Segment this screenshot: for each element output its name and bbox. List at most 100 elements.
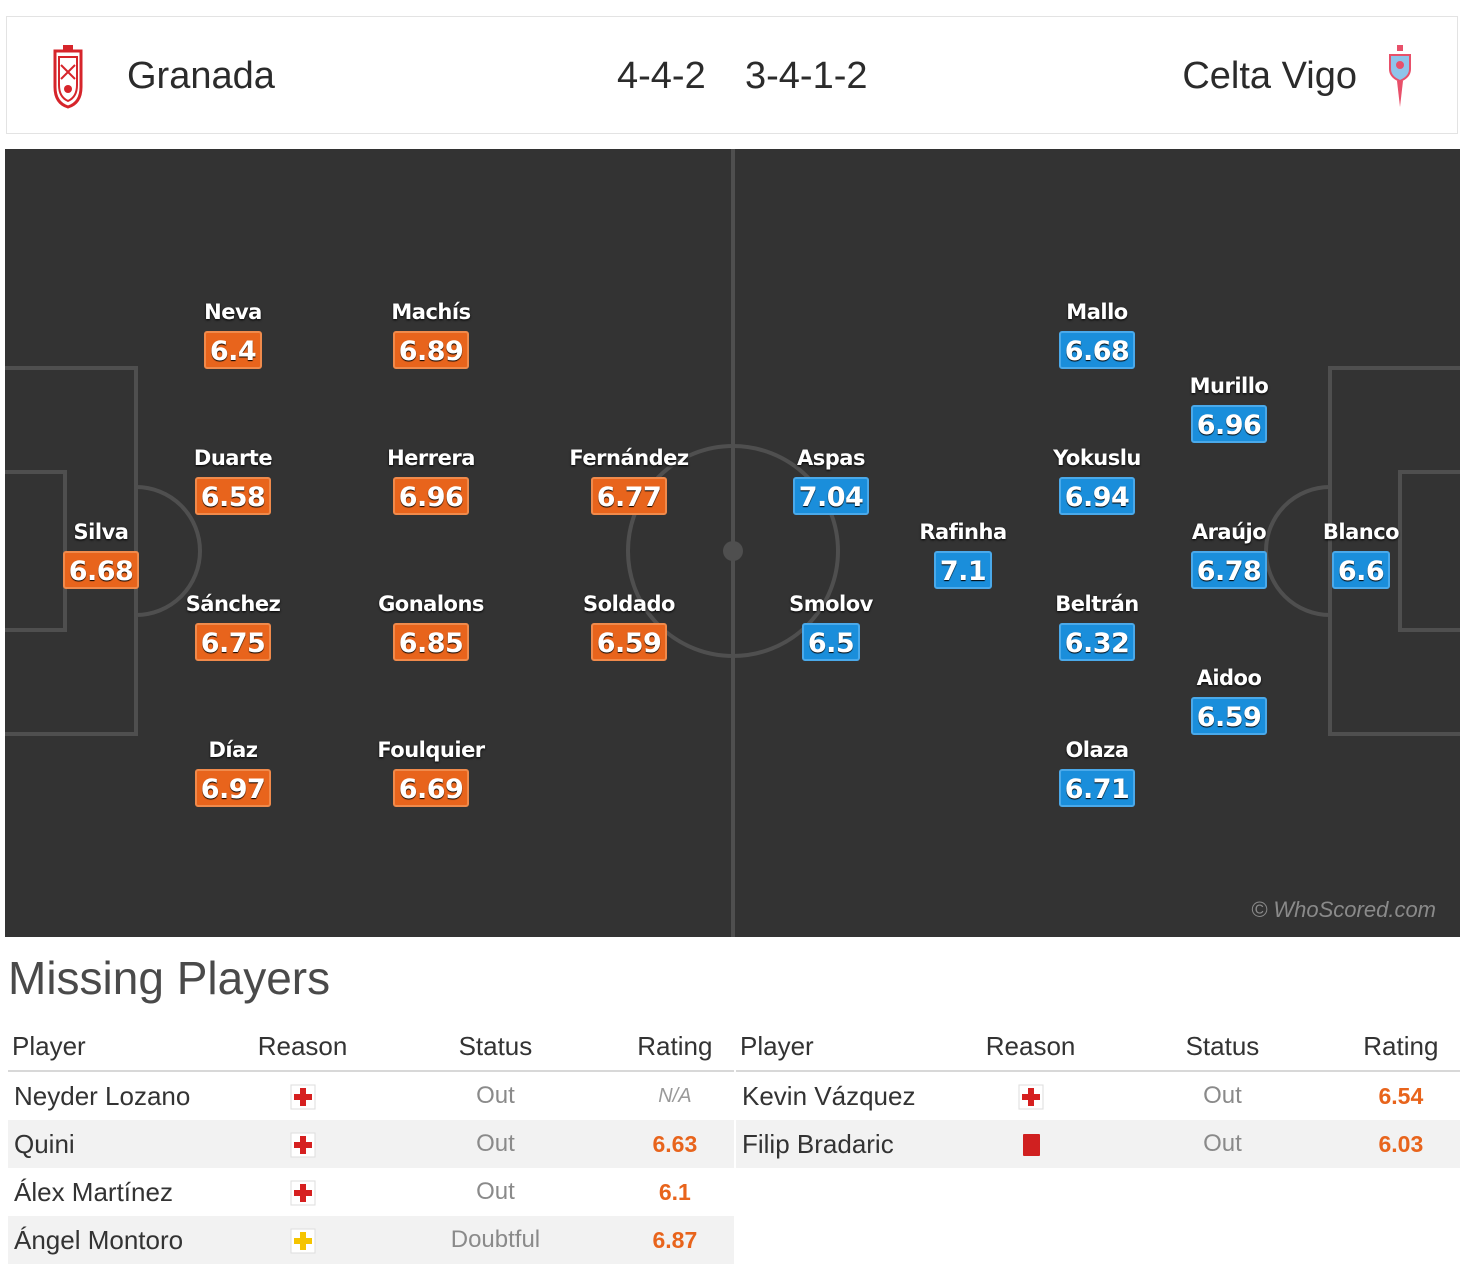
player-rating-badge: 7.1 bbox=[933, 551, 993, 589]
rating-cell: N/A bbox=[658, 1084, 692, 1107]
player-marker[interactable]: Beltrán 6.32 bbox=[1027, 591, 1167, 661]
player-marker[interactable]: Murillo 6.96 bbox=[1159, 373, 1299, 443]
player-marker[interactable]: Gonalons 6.85 bbox=[361, 591, 501, 661]
status-cell: Out bbox=[1103, 1120, 1342, 1168]
player-marker[interactable]: Yokuslu 6.94 bbox=[1027, 445, 1167, 515]
player-name: Blanco bbox=[1322, 520, 1400, 544]
missing-player-name[interactable]: Quini bbox=[8, 1120, 230, 1168]
reason-cell bbox=[230, 1071, 375, 1120]
player-rating-badge: 6.75 bbox=[194, 623, 272, 661]
celta-vigo-crest-icon bbox=[1389, 45, 1411, 107]
player-rating-badge: 7.04 bbox=[792, 477, 870, 515]
column-header-player: Player bbox=[8, 1022, 230, 1072]
missing-player-name[interactable]: Kevin Vázquez bbox=[742, 1080, 916, 1111]
player-name: Olaza bbox=[1065, 738, 1129, 762]
away-team-name[interactable]: Celta Vigo bbox=[1182, 55, 1357, 97]
granada-crest-icon bbox=[53, 45, 83, 109]
player-marker[interactable]: Mallo 6.68 bbox=[1027, 299, 1167, 369]
table-row: Ángel Montoro Doubtful 6.87 bbox=[8, 1216, 734, 1264]
reason-cell bbox=[229, 1216, 376, 1264]
player-rating-badge: 6.59 bbox=[1190, 697, 1268, 735]
player-marker[interactable]: Smolov 6.5 bbox=[761, 591, 901, 661]
rating-cell: 6.1 bbox=[658, 1178, 691, 1205]
missing-player-name[interactable]: Filip Bradaric bbox=[736, 1120, 958, 1168]
player-rating-badge: 6.6 bbox=[1331, 551, 1391, 589]
column-header-player: Player bbox=[736, 1022, 958, 1072]
player-rating-badge: 6.94 bbox=[1058, 477, 1136, 515]
red-card-icon bbox=[1018, 1132, 1044, 1158]
home-formation: 4-4-2 bbox=[617, 55, 706, 97]
player-rating-badge: 6.69 bbox=[392, 769, 470, 807]
column-header-rating: Rating bbox=[615, 1022, 734, 1072]
missing-player-name[interactable]: Álex Martínez bbox=[14, 1176, 173, 1207]
status-cell: Out bbox=[476, 1178, 515, 1205]
player-name: Duarte bbox=[193, 446, 273, 470]
player-name: Aspas bbox=[797, 446, 865, 470]
player-marker[interactable]: Fernández 6.77 bbox=[559, 445, 699, 515]
player-marker[interactable]: Aidoo 6.59 bbox=[1159, 665, 1299, 735]
status-cell: Doubtful bbox=[375, 1216, 616, 1264]
player-marker[interactable]: Foulquier 6.69 bbox=[361, 737, 501, 807]
reason-cell bbox=[230, 1168, 375, 1216]
player-rating-badge: 6.78 bbox=[1190, 551, 1268, 589]
home-team-name[interactable]: Granada bbox=[127, 55, 275, 97]
player-marker[interactable]: Herrera 6.96 bbox=[361, 445, 501, 515]
player-name: Mallo bbox=[1066, 300, 1128, 324]
doubtful-injury-icon bbox=[290, 1228, 316, 1254]
player-name: Murillo bbox=[1189, 374, 1269, 398]
column-header-reason: Reason bbox=[229, 1022, 376, 1072]
reason-cell bbox=[958, 1071, 1103, 1120]
player-marker[interactable]: Sánchez 6.75 bbox=[163, 591, 303, 661]
player-rating-badge: 6.85 bbox=[392, 623, 470, 661]
injury-icon bbox=[290, 1180, 316, 1206]
table-row: Kevin Vázquez Out 6.54 bbox=[736, 1071, 1460, 1120]
player-name: Díaz bbox=[208, 738, 258, 762]
player-marker[interactable]: Rafinha 7.1 bbox=[893, 519, 1033, 589]
missing-player-name[interactable]: Ángel Montoro bbox=[8, 1216, 230, 1264]
player-rating-badge: 6.89 bbox=[392, 331, 470, 369]
player-name: Rafinha bbox=[919, 520, 1007, 544]
player-rating-badge: 6.58 bbox=[194, 477, 272, 515]
player-rating-badge: 6.96 bbox=[1190, 405, 1268, 443]
player-name: Yokuslu bbox=[1053, 446, 1141, 470]
player-marker[interactable]: Aspas 7.04 bbox=[761, 445, 901, 515]
player-marker[interactable]: Duarte 6.58 bbox=[163, 445, 303, 515]
player-rating-badge: 6.32 bbox=[1058, 623, 1136, 661]
player-marker[interactable]: Machís 6.89 bbox=[361, 299, 501, 369]
player-rating-badge: 6.71 bbox=[1058, 769, 1136, 807]
match-header: Granada 4-4-2 3-4-1-2 Celta Vigo bbox=[6, 16, 1458, 134]
player-marker[interactable]: Olaza 6.71 bbox=[1027, 737, 1167, 807]
player-marker[interactable]: Neva 6.4 bbox=[163, 299, 303, 369]
player-name: Beltrán bbox=[1055, 592, 1139, 616]
rating-cell: 6.87 bbox=[615, 1216, 734, 1264]
status-cell: Out bbox=[1203, 1082, 1242, 1109]
table-header-row: Player Reason Status Rating bbox=[8, 1022, 734, 1072]
player-name: Machís bbox=[391, 300, 471, 324]
table-header-row: Player Reason Status Rating bbox=[736, 1022, 1460, 1072]
table-row: Filip Bradaric Out 6.03 bbox=[736, 1120, 1460, 1168]
rating-cell: 6.63 bbox=[615, 1120, 734, 1168]
column-header-reason: Reason bbox=[957, 1022, 1104, 1072]
injury-icon bbox=[290, 1084, 316, 1110]
pitch: Silva 6.68 Neva 6.4 Duarte 6.58 Sánchez 6.75 Día… bbox=[5, 149, 1460, 937]
missing-player-name[interactable]: Neyder Lozano bbox=[14, 1080, 191, 1111]
player-marker[interactable]: Díaz 6.97 bbox=[163, 737, 303, 807]
player-name: Neva bbox=[204, 300, 262, 324]
player-name: Sánchez bbox=[185, 592, 281, 616]
status-cell: Out bbox=[375, 1120, 616, 1168]
player-name: Herrera bbox=[387, 446, 475, 470]
rating-cell: 6.54 bbox=[1378, 1082, 1424, 1109]
player-name: Soldado bbox=[583, 592, 675, 616]
status-cell: Out bbox=[476, 1082, 515, 1109]
injury-icon bbox=[290, 1132, 316, 1158]
player-marker[interactable]: Araújo 6.78 bbox=[1159, 519, 1299, 589]
watermark: © WhoScored.com bbox=[1251, 897, 1436, 922]
column-header-status: Status bbox=[375, 1022, 616, 1072]
column-header-rating: Rating bbox=[1341, 1022, 1460, 1072]
table-row: Álex Martínez Out 6.1 bbox=[8, 1168, 734, 1216]
player-marker[interactable]: Silva 6.68 bbox=[31, 519, 171, 589]
home-missing-table: Player Reason Status Rating Neyder Lozan… bbox=[8, 1022, 734, 1264]
player-marker[interactable]: Soldado 6.59 bbox=[559, 591, 699, 661]
player-marker[interactable]: Blanco 6.6 bbox=[1291, 519, 1431, 589]
table-row: Neyder Lozano Out N/A bbox=[8, 1071, 734, 1120]
